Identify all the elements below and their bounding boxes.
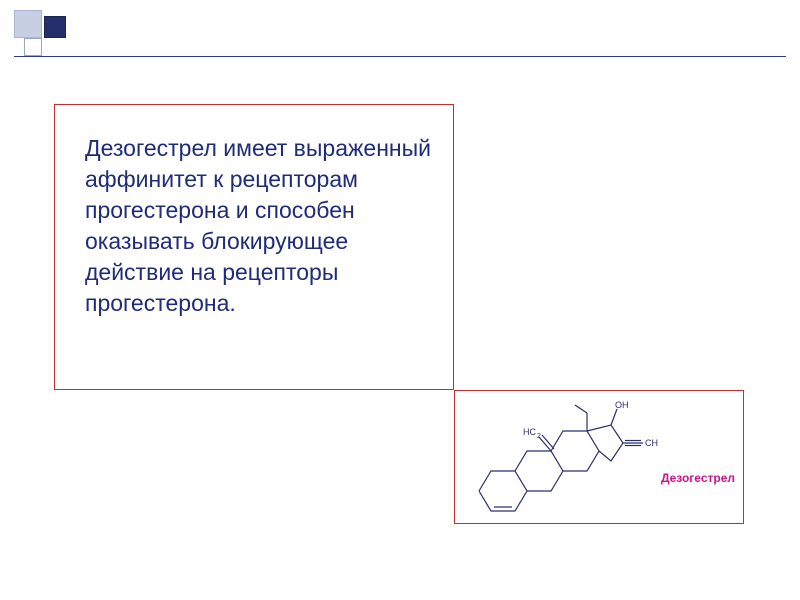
header-divider — [14, 56, 786, 57]
molecule-box: OH CH HC 2 Дезогестрел — [454, 390, 744, 524]
annot-hc: HC — [523, 427, 536, 437]
annot-ch: CH — [645, 438, 658, 448]
corner-decoration — [14, 10, 84, 60]
main-text-box: Дезогестрел имеет выраженный аффинитет к… — [54, 104, 454, 390]
decor-square-light — [14, 10, 42, 38]
molecule-structure: OH CH HC 2 — [461, 399, 671, 519]
annot-hc-sub: 2 — [537, 433, 541, 440]
annot-oh: OH — [615, 400, 629, 410]
decor-square-dark — [44, 16, 66, 38]
molecule-label: Дезогестрел — [661, 471, 735, 485]
body-text: Дезогестрел имеет выраженный аффинитет к… — [85, 133, 435, 319]
slide: Дезогестрел имеет выраженный аффинитет к… — [0, 0, 800, 600]
decor-square-outline — [24, 38, 42, 56]
